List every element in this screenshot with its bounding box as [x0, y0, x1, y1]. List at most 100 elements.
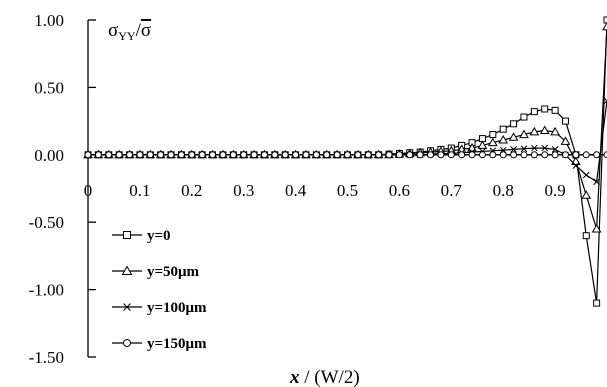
data-point — [561, 151, 569, 159]
data-point — [603, 97, 607, 105]
data-point — [177, 151, 185, 159]
x-tick-labels: 0 0.1 0.2 0.3 0.4 0.5 0.6 0.7 0.8 0.9 — [84, 181, 566, 200]
data-point — [344, 151, 351, 159]
data-point — [271, 151, 279, 159]
x-axis-label-rest: / (W/2) — [300, 367, 360, 387]
data-point — [593, 299, 601, 307]
x-axis-label: x / (W/2) — [289, 367, 360, 387]
legend-label: y=0 — [147, 228, 171, 244]
legend-label: y=100μm — [147, 300, 207, 316]
data-point — [530, 144, 538, 152]
data-point — [541, 144, 549, 152]
y-tick-label: -0.50 — [29, 213, 64, 232]
y-tick-label: 0.00 — [34, 146, 64, 165]
y-tick-label: -1.00 — [29, 281, 64, 300]
title-sigma: σ — [108, 20, 118, 41]
y-tick-label: -1.50 — [29, 348, 64, 367]
data-point — [123, 231, 131, 239]
x-tick-label: 0.3 — [233, 181, 254, 200]
data-point — [510, 120, 518, 128]
series-3 — [84, 151, 607, 159]
data-point — [121, 265, 133, 275]
y-tick-label: 1.00 — [34, 11, 64, 30]
data-point — [260, 151, 268, 159]
data-point — [94, 151, 102, 159]
data-point — [302, 151, 310, 159]
data-point — [539, 125, 550, 135]
chart-title: σYY/σ — [108, 20, 151, 43]
series-1 — [83, 21, 607, 233]
data-point — [582, 171, 590, 179]
data-point — [489, 151, 497, 159]
data-point — [498, 134, 509, 144]
data-point — [572, 151, 580, 159]
data-point — [105, 151, 113, 159]
data-point — [499, 151, 507, 159]
data-point — [416, 151, 424, 159]
y-tick-labels: 1.00 0.50 0.00 -0.50 -1.00 -1.50 — [29, 11, 64, 367]
data-point — [499, 125, 507, 133]
data-point — [541, 151, 549, 159]
data-point — [593, 151, 601, 159]
data-point — [323, 151, 331, 159]
data-point — [593, 178, 600, 186]
x-tick-label: 0.8 — [493, 181, 514, 200]
data-point — [530, 108, 538, 116]
data-point — [123, 339, 131, 347]
data-point — [136, 151, 144, 159]
title-sigma-bar: σ — [141, 20, 151, 41]
data-point — [581, 190, 592, 199]
data-point — [489, 131, 497, 139]
title-slash: / — [136, 20, 142, 41]
data-point — [510, 146, 517, 153]
data-point — [603, 16, 607, 24]
data-point — [478, 151, 486, 159]
data-point — [477, 140, 488, 149]
data-point — [333, 151, 341, 159]
y-tick-label: 0.50 — [34, 78, 64, 97]
data-point — [157, 151, 165, 159]
data-point — [551, 146, 559, 153]
data-point — [530, 151, 538, 159]
x-tick-label: 0.1 — [129, 181, 150, 200]
x-tick-label: 0 — [84, 181, 93, 200]
data-point — [146, 151, 154, 159]
x-tick-label: 0.6 — [389, 181, 410, 200]
data-point — [582, 151, 590, 159]
data-point — [447, 151, 455, 159]
data-point — [312, 151, 320, 159]
series-line — [88, 100, 607, 183]
data-point — [458, 151, 466, 159]
legend-label: y=50μm — [147, 264, 200, 280]
legend: y=0 y=50μm y=100μm y=150μm — [112, 228, 207, 352]
data-point — [354, 151, 362, 159]
data-point — [250, 151, 258, 159]
data-point — [188, 151, 196, 159]
data-point — [519, 129, 529, 139]
data-point — [560, 136, 571, 145]
data-point — [520, 113, 528, 121]
data-point — [467, 143, 477, 152]
data-point — [229, 151, 237, 159]
x-tick-label: 0.5 — [337, 181, 358, 200]
data-point — [292, 151, 300, 159]
data-point — [395, 151, 403, 159]
data-point — [123, 303, 131, 311]
x-tick-label: 0.7 — [441, 181, 463, 200]
data-point — [375, 151, 383, 159]
data-point — [281, 151, 289, 159]
data-point — [468, 151, 476, 159]
data-point — [126, 151, 134, 159]
data-point — [541, 105, 549, 113]
x-tick-label: 0.9 — [544, 181, 565, 200]
legend-item: y=0 — [112, 228, 171, 244]
legend-item: y=150μm — [112, 336, 207, 352]
legend-item: y=50μm — [112, 264, 200, 280]
data-point — [487, 137, 498, 147]
data-point — [115, 151, 123, 159]
data-point — [572, 162, 580, 169]
series-line — [88, 19, 607, 304]
data-point — [550, 126, 560, 136]
data-point — [167, 151, 175, 159]
data-point — [209, 151, 217, 159]
